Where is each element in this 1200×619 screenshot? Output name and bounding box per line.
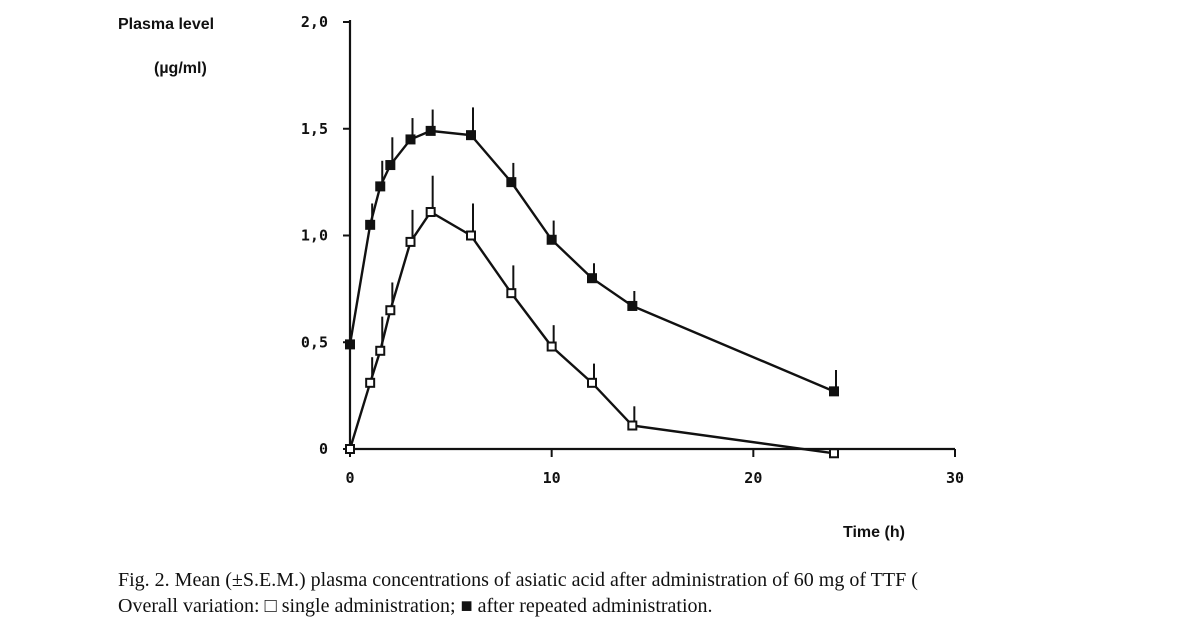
data-point-open (345, 444, 355, 454)
y-tick-label: 0,5 (301, 333, 328, 351)
data-point-filled (385, 160, 396, 171)
axes: 0 0,5 1,0 1,5 2,0 0 10 20 30 (301, 13, 964, 487)
data-point-open (425, 207, 436, 218)
data-point-open (627, 420, 638, 431)
data-point-open (365, 377, 376, 388)
series-line-2 (348, 210, 835, 455)
x-tick-label: 10 (543, 469, 561, 487)
data-point-open (405, 236, 416, 247)
data-point-filled (466, 130, 476, 141)
data-point-filled (405, 134, 416, 145)
data-point-open (546, 341, 557, 352)
data-point-open (506, 288, 517, 299)
data-point-open (587, 377, 597, 388)
data-point-filled (587, 273, 597, 284)
data-point-open (466, 230, 476, 241)
x-tick-label: 0 (345, 469, 354, 487)
data-point-filled (345, 339, 355, 350)
data-point-filled (365, 219, 376, 230)
x-tick-label: 20 (744, 469, 762, 487)
data-point-open (829, 448, 839, 459)
data-point-filled (627, 300, 638, 311)
data-point-filled (829, 386, 839, 397)
data-point-filled (375, 181, 386, 192)
y-axis-label-line1: Plasma level (118, 16, 215, 33)
figure-caption-line2: Overall variation: □ single administrati… (118, 595, 713, 617)
series-line-1 (348, 129, 835, 393)
data-point-filled (546, 234, 557, 245)
y-tick-label: 0 (319, 440, 328, 458)
series-layer (345, 107, 839, 459)
y-tick-label: 1,0 (301, 227, 328, 245)
y-tick-label: 1,5 (301, 120, 328, 138)
y-tick-label: 2,0 (301, 13, 328, 31)
figure-caption-line1: Fig. 2. Mean (±S.E.M.) plasma concentrat… (118, 569, 918, 591)
data-point-filled (425, 125, 436, 136)
data-point-filled (506, 177, 517, 188)
x-tick-label: 30 (946, 469, 964, 487)
x-axis-label: Time (h) (843, 524, 905, 541)
data-point-open (385, 305, 396, 316)
y-axis-label-line2: (µg/ml) (154, 60, 207, 77)
plasma-chart: 0 0,5 1,0 1,5 2,0 0 10 20 30 (301, 13, 964, 487)
data-point-open (375, 345, 386, 356)
